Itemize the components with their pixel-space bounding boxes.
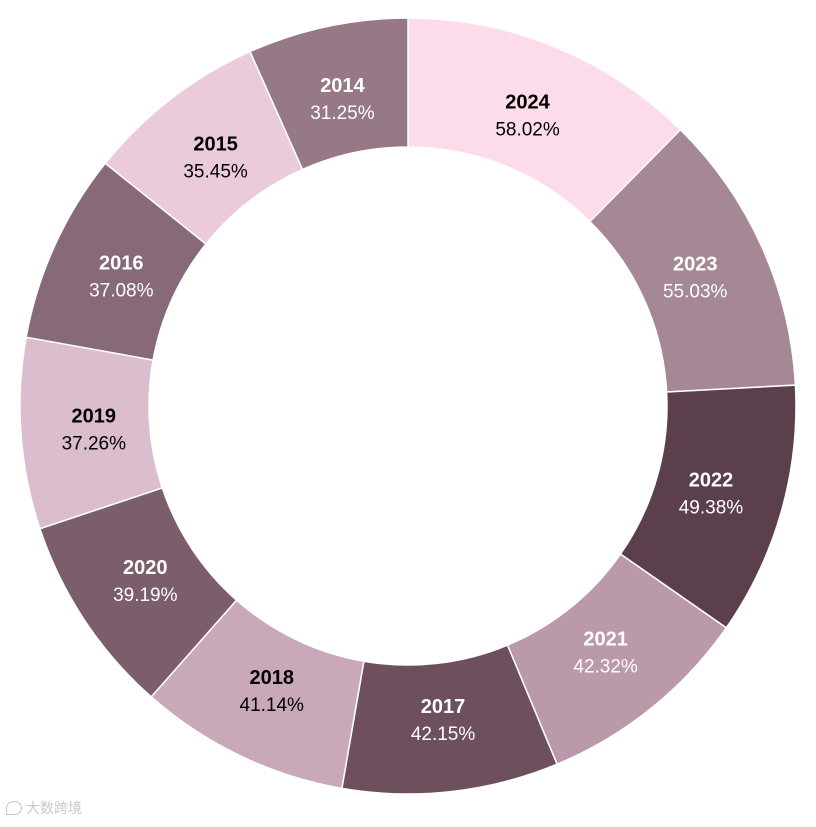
slice-value-2014: 31.25% [310,103,375,124]
slice-value-2018: 41.14% [240,695,305,716]
slice-label-2014: 2014 [320,75,365,97]
slice-value-2020: 39.19% [113,585,178,606]
watermark-logo-icon [6,801,22,815]
slice-label-2022: 2022 [689,469,734,491]
watermark: 大数跨境 [6,798,82,818]
slice-label-2023: 2023 [673,254,718,276]
slice-label-2018: 2018 [250,667,295,689]
slice-value-2015: 35.45% [183,162,248,183]
slice-value-2023: 55.03% [663,282,728,303]
slice-label-2016: 2016 [99,253,144,275]
watermark-text: 大数跨境 [26,801,82,817]
slice-value-2022: 49.38% [679,497,744,518]
slice-label-2017: 2017 [421,696,466,718]
slice-label-2024: 2024 [505,92,550,114]
slice-value-2016: 37.08% [89,281,154,302]
slice-label-2020: 2020 [123,557,168,579]
slice-value-2021: 42.32% [573,656,638,677]
slice-2014[interactable] [249,17,409,171]
slice-label-2021: 2021 [583,628,628,650]
slice-label-2019: 2019 [72,406,117,428]
slice-value-2017: 42.15% [411,724,476,745]
slice-value-2024: 58.02% [495,120,560,141]
slice-value-2019: 37.26% [62,434,127,455]
slice-label-2015: 2015 [193,134,238,156]
